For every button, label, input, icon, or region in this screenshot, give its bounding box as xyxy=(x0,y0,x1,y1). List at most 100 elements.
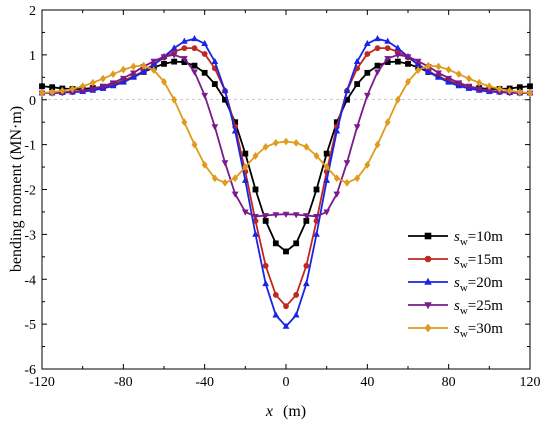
data-point xyxy=(506,86,513,95)
legend-value: =10m xyxy=(468,229,503,245)
data-point xyxy=(455,80,463,87)
x-tick-label: 120 xyxy=(520,375,541,390)
data-point xyxy=(161,60,167,67)
data-point xyxy=(364,51,371,57)
y-tick-label: -2 xyxy=(24,184,36,199)
legend-value: =30m xyxy=(468,321,503,337)
data-point xyxy=(283,303,289,310)
data-point xyxy=(272,212,280,219)
legend-symbol: s xyxy=(454,298,460,314)
legend-symbol: s xyxy=(454,229,460,245)
data-point xyxy=(109,80,117,87)
data-point xyxy=(170,44,178,51)
data-point xyxy=(201,92,209,100)
x-tick-label: -40 xyxy=(195,375,214,390)
data-point xyxy=(303,262,310,269)
data-point xyxy=(374,45,381,52)
data-point xyxy=(201,51,208,57)
data-point xyxy=(241,209,249,216)
data-point xyxy=(170,52,178,59)
data-point xyxy=(333,127,341,134)
x-axis-variable: x xyxy=(265,403,273,420)
data-point xyxy=(191,45,198,52)
data-point xyxy=(100,74,106,83)
data-point xyxy=(323,209,331,216)
data-point xyxy=(475,86,483,93)
y-tick-label: -6 xyxy=(24,363,36,378)
data-point xyxy=(466,74,472,83)
data-point xyxy=(211,57,219,64)
data-point xyxy=(242,163,249,171)
data-point xyxy=(414,58,422,65)
data-point xyxy=(252,186,259,193)
data-point xyxy=(384,56,392,63)
data-point xyxy=(313,230,320,237)
data-point xyxy=(222,178,228,187)
data-point xyxy=(272,138,279,147)
data-point xyxy=(39,83,45,90)
legend-item: sw=10m xyxy=(408,229,503,248)
data-point xyxy=(69,85,76,93)
data-point xyxy=(363,39,371,47)
data-point xyxy=(211,124,219,131)
series-5 xyxy=(39,61,533,187)
data-point xyxy=(323,176,331,183)
data-point xyxy=(323,150,330,157)
data-point xyxy=(282,322,290,329)
legend-label: sw=25m xyxy=(454,298,503,317)
data-point xyxy=(374,62,381,69)
legend-marker xyxy=(424,323,432,333)
data-point xyxy=(150,66,157,75)
data-point xyxy=(455,70,462,79)
series-layer xyxy=(38,34,534,329)
data-point xyxy=(180,37,188,44)
data-point xyxy=(252,214,259,221)
data-point xyxy=(39,89,45,97)
data-point xyxy=(231,127,239,134)
data-point xyxy=(333,174,340,183)
data-point xyxy=(496,85,503,93)
series-line xyxy=(42,53,530,218)
legend-marker xyxy=(424,302,432,310)
y-tick-label: -4 xyxy=(24,273,36,288)
data-point xyxy=(140,61,147,70)
legend-symbol: s xyxy=(454,275,460,291)
data-point xyxy=(241,176,249,183)
data-point xyxy=(272,240,279,247)
data-point xyxy=(242,150,249,157)
data-point xyxy=(221,87,229,94)
data-point xyxy=(302,213,310,220)
data-point xyxy=(516,88,523,96)
data-point xyxy=(262,262,269,269)
data-point xyxy=(384,37,392,44)
data-point xyxy=(272,311,280,318)
series-line xyxy=(41,60,531,253)
plot-area-frame xyxy=(41,9,531,370)
data-point xyxy=(191,62,198,69)
x-tick-label: 80 xyxy=(442,375,456,390)
data-point xyxy=(282,211,290,218)
data-point xyxy=(130,70,137,77)
data-point xyxy=(99,83,107,91)
data-point xyxy=(394,58,401,65)
data-point xyxy=(140,68,148,75)
data-point xyxy=(313,151,320,160)
data-point xyxy=(231,191,239,198)
data-point xyxy=(201,160,208,169)
axis-ticks: -120 -80 -40 0 40 80 120 -6 -5 -4 -3 -2 -1 0 1 2 xyxy=(24,4,540,390)
data-point xyxy=(171,58,178,65)
data-point xyxy=(435,73,442,80)
y-tick-label: 1 xyxy=(29,49,36,64)
data-point xyxy=(293,292,300,298)
data-point xyxy=(374,140,381,149)
data-point xyxy=(415,66,422,75)
data-point xyxy=(445,75,453,82)
data-point xyxy=(364,69,371,76)
data-point xyxy=(527,89,533,97)
data-point xyxy=(486,82,493,91)
legend-subscript: w xyxy=(460,328,468,340)
data-point xyxy=(313,186,320,193)
data-point xyxy=(89,86,97,93)
data-point xyxy=(343,87,351,94)
